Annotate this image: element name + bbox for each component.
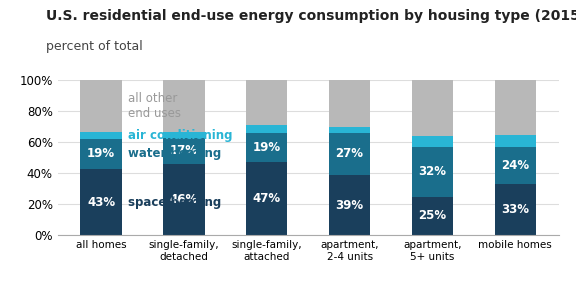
Text: all other
end uses: all other end uses <box>128 92 181 120</box>
Text: 46%: 46% <box>170 193 198 206</box>
Bar <box>81 80 122 131</box>
Text: percent of total: percent of total <box>46 40 143 53</box>
Bar <box>329 175 370 235</box>
Text: 25%: 25% <box>418 210 446 222</box>
Text: 27%: 27% <box>336 148 363 160</box>
Text: 19%: 19% <box>87 148 115 160</box>
Bar <box>81 169 122 235</box>
Bar <box>163 131 204 138</box>
Bar <box>163 138 204 164</box>
Bar <box>329 127 370 133</box>
Text: 32%: 32% <box>418 165 446 178</box>
Bar <box>412 147 453 197</box>
Bar <box>412 80 453 136</box>
Text: 47%: 47% <box>253 192 281 205</box>
Bar <box>81 139 122 169</box>
Bar <box>246 80 287 125</box>
Bar <box>246 125 287 133</box>
Bar <box>246 133 287 162</box>
Bar <box>495 135 536 147</box>
Text: 24%: 24% <box>501 159 529 172</box>
Text: air conditioning: air conditioning <box>128 129 233 142</box>
Bar <box>163 80 204 131</box>
Bar <box>81 131 122 139</box>
Bar <box>495 80 536 135</box>
Text: water heating: water heating <box>128 148 222 160</box>
Bar <box>163 164 204 235</box>
Text: 43%: 43% <box>87 195 115 209</box>
Text: 17%: 17% <box>170 144 198 157</box>
Bar <box>329 80 370 127</box>
Text: 39%: 39% <box>335 199 363 212</box>
Text: space heating: space heating <box>128 195 222 209</box>
Bar <box>246 162 287 235</box>
Text: U.S. residential end-use energy consumption by housing type (2015): U.S. residential end-use energy consumpt… <box>46 9 576 23</box>
Bar <box>329 133 370 175</box>
Bar <box>495 184 536 235</box>
Text: 33%: 33% <box>501 203 529 216</box>
Text: 19%: 19% <box>253 141 281 154</box>
Bar <box>412 136 453 147</box>
Bar <box>495 147 536 184</box>
Bar <box>412 197 453 235</box>
